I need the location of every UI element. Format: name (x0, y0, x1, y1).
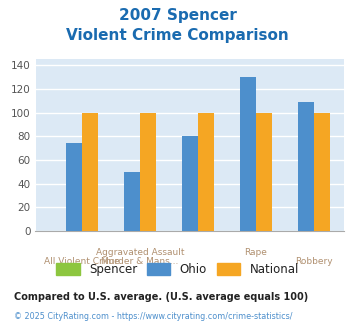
Text: © 2025 CityRating.com - https://www.cityrating.com/crime-statistics/: © 2025 CityRating.com - https://www.city… (14, 312, 293, 321)
Text: Rape: Rape (245, 248, 268, 256)
Text: Robbery: Robbery (295, 257, 333, 266)
Bar (82, 113, 98, 231)
Bar (256, 113, 272, 231)
Bar (198, 113, 214, 231)
Bar (314, 113, 330, 231)
Text: Compared to U.S. average. (U.S. average equals 100): Compared to U.S. average. (U.S. average … (14, 292, 308, 302)
Text: Violent Crime Comparison: Violent Crime Comparison (66, 28, 289, 43)
Bar (298, 102, 314, 231)
Text: 2007 Spencer: 2007 Spencer (119, 8, 236, 23)
Text: All Violent Crime: All Violent Crime (44, 257, 120, 266)
Text: Murder & Mans...: Murder & Mans... (101, 257, 179, 266)
Bar (66, 144, 82, 231)
Text: Aggravated Assault: Aggravated Assault (96, 248, 184, 256)
Bar (124, 172, 140, 231)
Bar (140, 113, 156, 231)
Bar (240, 77, 256, 231)
Bar (182, 136, 198, 231)
Legend: Spencer, Ohio, National: Spencer, Ohio, National (51, 258, 304, 281)
